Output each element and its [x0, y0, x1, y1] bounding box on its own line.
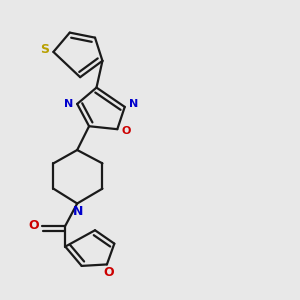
- Text: N: N: [64, 99, 73, 109]
- Text: N: N: [129, 99, 138, 109]
- Text: N: N: [73, 205, 83, 218]
- Text: O: O: [103, 266, 114, 279]
- Text: O: O: [29, 219, 39, 232]
- Text: O: O: [122, 126, 131, 136]
- Text: S: S: [40, 43, 49, 56]
